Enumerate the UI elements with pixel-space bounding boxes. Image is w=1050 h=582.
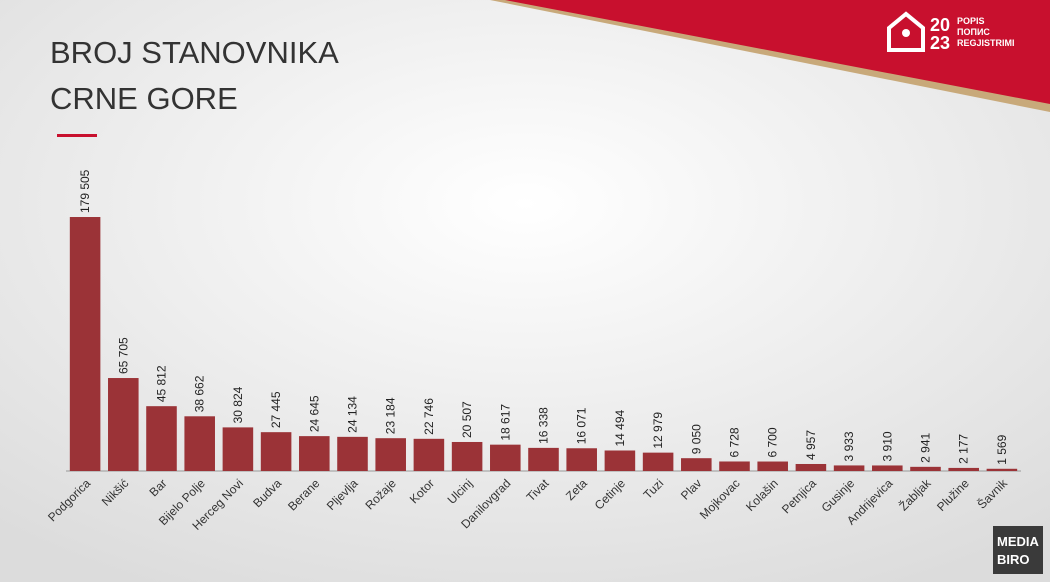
value-label: 16 338: [537, 407, 551, 444]
bar: [375, 438, 406, 471]
value-label: 38 662: [193, 375, 207, 412]
logo-text: ПОПИС: [957, 27, 990, 37]
bar: [222, 427, 254, 471]
value-label: 3 910: [880, 431, 894, 461]
bar: [948, 467, 979, 471]
value-label: 3 933: [842, 431, 856, 461]
value-label: 22 746: [422, 398, 436, 435]
bar: [490, 444, 521, 471]
watermark-box: [993, 526, 1043, 574]
logo-head: [902, 29, 910, 37]
value-label: 30 824: [231, 386, 245, 423]
bar: [681, 458, 712, 471]
bar: [986, 468, 1018, 471]
value-label: 4 957: [804, 430, 818, 460]
bar: [642, 452, 674, 471]
value-label: 20 507: [460, 401, 474, 438]
bar: [184, 416, 215, 471]
logo: 20 23 POPIS ПОПИС REGJISTRIMI: [887, 11, 1015, 53]
bar: [146, 406, 177, 471]
title-box: BROJ STANOVNIKA CRNE GORE: [50, 35, 338, 116]
value-label: 6 700: [766, 427, 780, 457]
watermark-text: MEDIA: [997, 534, 1040, 549]
bar: [260, 432, 292, 471]
bar: [451, 441, 483, 471]
chart-title: BROJ STANOVNIKA CRNE GORE: [50, 35, 338, 116]
bar: [528, 447, 559, 471]
bar: [337, 436, 368, 471]
bar: [757, 461, 788, 471]
bar: [910, 466, 941, 471]
bar: [108, 378, 139, 471]
bar: [872, 465, 903, 471]
value-label: 12 979: [651, 412, 665, 449]
logo-house: [887, 11, 925, 52]
title-underline: [57, 134, 97, 137]
bar: [833, 465, 865, 471]
value-label: 2 177: [957, 434, 971, 464]
bar: [719, 461, 750, 471]
value-label: 18 617: [498, 404, 512, 441]
value-label: 24 134: [346, 396, 360, 433]
bar: [413, 438, 445, 471]
value-label: 9 050: [689, 424, 703, 454]
watermark: MEDIA BIRO: [993, 526, 1043, 574]
value-label: 179 505: [78, 169, 92, 213]
logo-text: POPIS: [957, 16, 985, 26]
logo-text: REGJISTRIMI: [957, 38, 1015, 48]
value-label: 2 941: [919, 432, 933, 462]
value-label: 24 645: [307, 395, 321, 432]
bar: [795, 463, 827, 471]
bar: [604, 450, 636, 471]
value-label: 16 071: [575, 407, 589, 444]
watermark-text: BIRO: [997, 552, 1030, 567]
bar: [69, 217, 101, 471]
logo-year: 23: [930, 33, 950, 53]
value-label: 6 728: [728, 427, 742, 457]
logo-year: 20: [930, 15, 950, 35]
bar: [566, 448, 597, 471]
value-label: 27 445: [269, 391, 283, 428]
red-band: [505, 0, 1050, 104]
value-label: 65 705: [116, 337, 130, 374]
value-label: 45 812: [155, 365, 169, 402]
value-label: 1 569: [995, 434, 1009, 464]
value-label: 14 494: [613, 409, 627, 446]
value-label: 23 184: [384, 397, 398, 434]
bar: [299, 436, 330, 471]
